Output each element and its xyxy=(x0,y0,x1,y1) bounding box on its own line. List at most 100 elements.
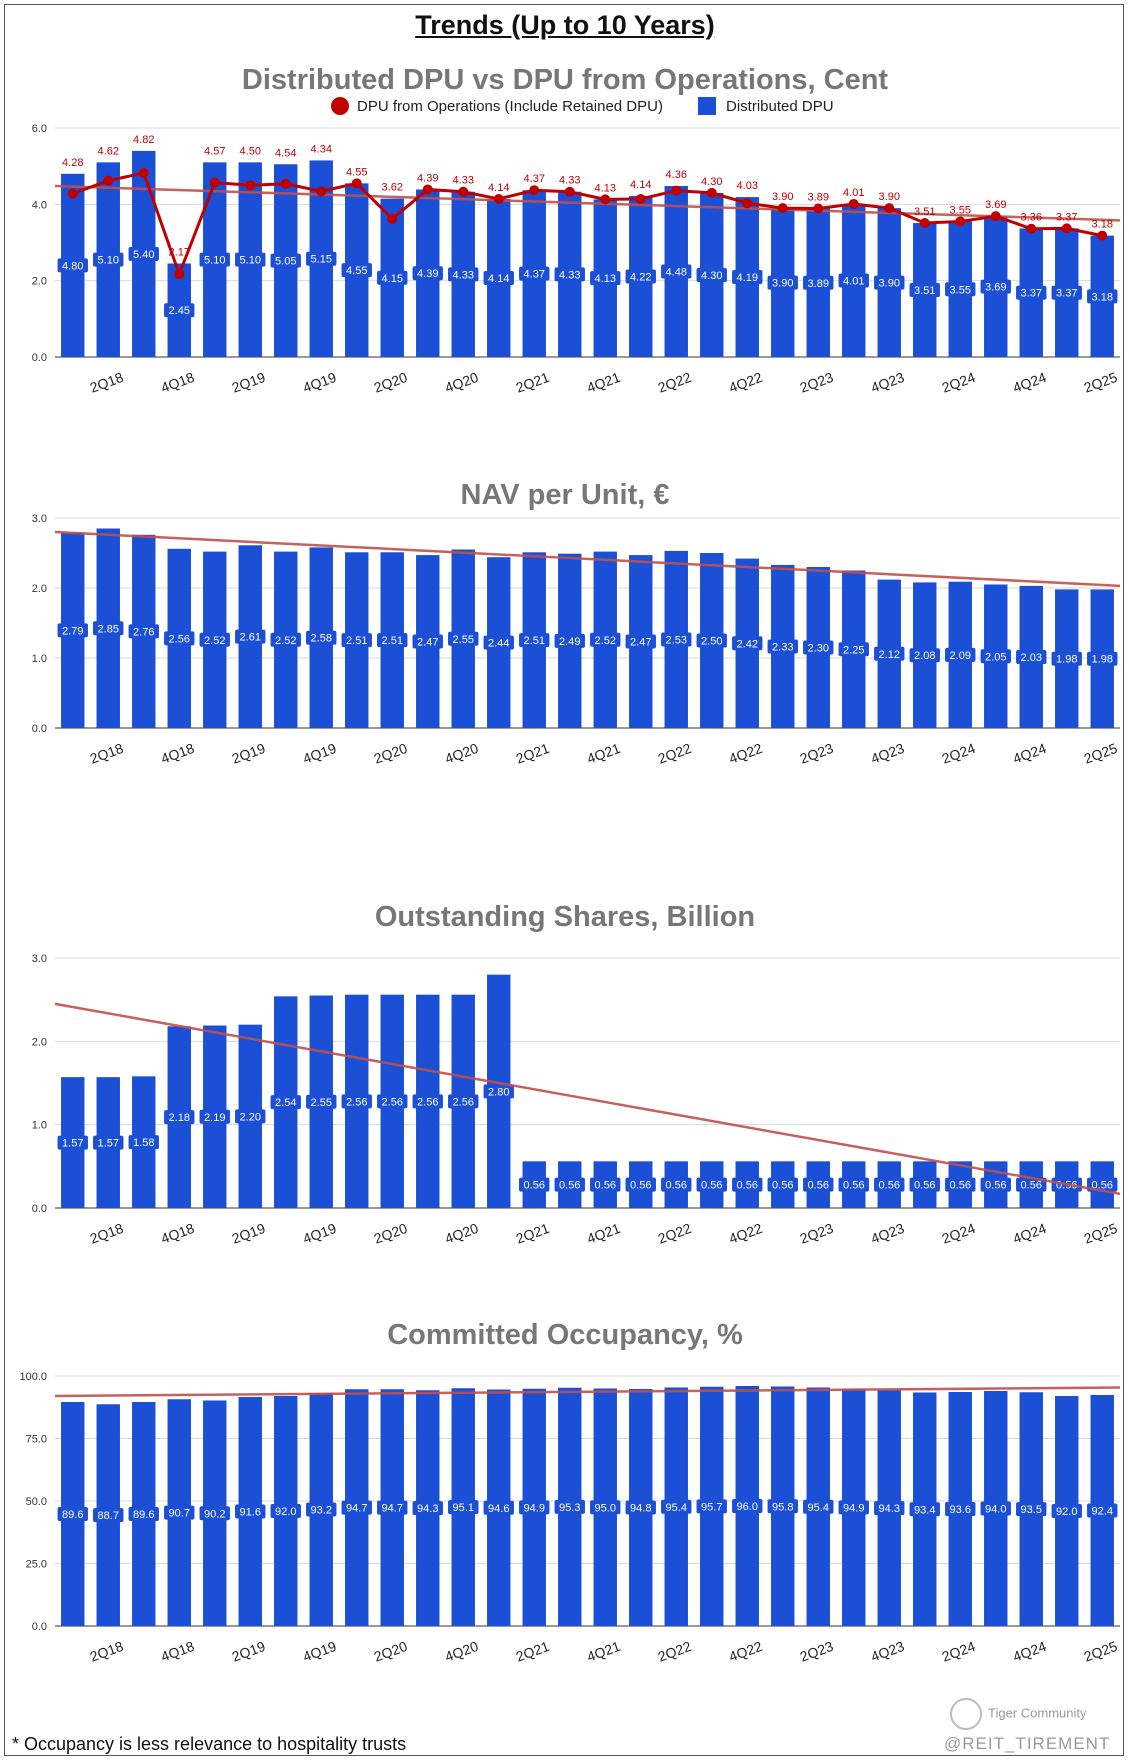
bar-value-label: 92.4 xyxy=(1092,1506,1113,1518)
y-tick-label: 3.0 xyxy=(32,953,47,965)
bar-label-bg xyxy=(1016,1502,1047,1517)
x-tick-label: 4Q19 xyxy=(301,369,339,396)
x-tick-label: 2Q19 xyxy=(230,369,268,396)
x-tick-label: 2Q20 xyxy=(372,1638,410,1665)
x-tick-label: 4Q21 xyxy=(585,369,623,396)
x-tick-label: 4Q19 xyxy=(301,740,339,767)
bar-label-bg xyxy=(270,253,301,268)
bar-value-label: 4.22 xyxy=(630,271,651,283)
bar-value-label: 93.6 xyxy=(950,1504,971,1516)
y-tick-label: 2.0 xyxy=(32,583,47,595)
line-point xyxy=(813,203,824,214)
line-value-label: 3.90 xyxy=(879,191,900,203)
y-tick-label: 0.0 xyxy=(32,1203,47,1215)
bar-label-bg xyxy=(590,1177,621,1192)
x-tick-label: 4Q22 xyxy=(727,1638,765,1665)
bar-label-bg xyxy=(838,273,869,288)
bar-label-bg xyxy=(980,279,1011,294)
x-tick-label: 4Q22 xyxy=(727,369,765,396)
bar-label-bg xyxy=(128,246,159,261)
bar-label-bg xyxy=(1051,651,1082,666)
x-tick-label: 2Q20 xyxy=(372,369,410,396)
bar-value-label: 1.98 xyxy=(1092,654,1113,666)
line-point xyxy=(67,188,78,199)
bar-label-bg xyxy=(1016,285,1047,300)
bar-label-bg xyxy=(696,1499,727,1514)
bar-label-bg xyxy=(483,1500,514,1515)
x-tick-label: 2Q22 xyxy=(656,369,694,396)
line-point xyxy=(458,186,469,197)
x-tick-label: 2Q21 xyxy=(514,1220,552,1247)
x-tick-label: 4Q18 xyxy=(159,1220,197,1247)
y-tick-label: 100.0 xyxy=(19,1371,47,1383)
bar-value-label: 5.10 xyxy=(204,255,225,267)
x-tick-label: 4Q23 xyxy=(869,1638,907,1665)
line-value-label: 4.39 xyxy=(417,172,438,184)
bar-label-bg xyxy=(838,642,869,657)
bar-value-label: 5.40 xyxy=(133,249,154,261)
chart-title: NAV per Unit, € xyxy=(461,480,670,511)
x-tick-label: 2Q23 xyxy=(798,740,836,767)
bar-label-bg xyxy=(377,1094,408,1109)
x-tick-label: 4Q24 xyxy=(1011,1220,1049,1247)
bar-label-bg xyxy=(909,1177,940,1192)
watermark-text: Tiger Community xyxy=(988,1705,1087,1721)
line-point xyxy=(884,203,895,214)
x-tick-label: 2Q25 xyxy=(1082,1638,1120,1665)
bar-label-bg xyxy=(448,1094,479,1109)
bar-value-label: 0.56 xyxy=(914,1180,935,1192)
bar-value-label: 94.7 xyxy=(382,1503,403,1515)
x-tick-label: 2Q20 xyxy=(372,1220,410,1247)
bar-label-bg xyxy=(625,1500,656,1515)
line-point xyxy=(990,211,1001,222)
bar-value-label: 2.54 xyxy=(275,1097,296,1109)
line-point xyxy=(1026,223,1037,234)
bar-label-bg xyxy=(803,1177,834,1192)
bar-value-label: 2.12 xyxy=(879,649,900,661)
x-tick-label: 4Q22 xyxy=(727,740,765,767)
bar-value-label: 2.56 xyxy=(453,1096,474,1108)
bar-label-bg xyxy=(270,1504,301,1518)
bar-label-bg xyxy=(696,267,727,282)
y-tick-label: 1.0 xyxy=(32,653,47,665)
bar-label-bg xyxy=(1087,1503,1118,1518)
bar-label-bg xyxy=(164,1110,195,1125)
bar-label-bg xyxy=(57,1135,88,1150)
x-tick-label: 4Q18 xyxy=(159,740,197,767)
x-tick-label: 4Q24 xyxy=(1011,740,1049,767)
bar-value-label: 93.2 xyxy=(311,1505,332,1517)
x-tick-label: 4Q20 xyxy=(443,1220,481,1247)
bar-value-label: 3.55 xyxy=(950,284,971,296)
occupancy-chart: Committed Occupancy, % 0.0 25.0 50.0 75.0 100… xyxy=(19,1319,1121,1665)
bar-value-label: 90.2 xyxy=(204,1508,225,1520)
bar-value-label: 2.61 xyxy=(240,632,261,644)
line-value-label: 3.36 xyxy=(1021,211,1042,223)
page-title: Trends (Up to 10 Years) xyxy=(415,10,715,40)
bar-label-bg xyxy=(945,282,976,297)
y-tick-label: 75.0 xyxy=(26,1434,47,1446)
bar-value-label: 90.7 xyxy=(169,1508,190,1520)
bar-value-label: 2.18 xyxy=(169,1112,190,1124)
bar-value-label: 0.56 xyxy=(879,1180,900,1192)
bar-label-bg xyxy=(625,1177,656,1192)
bar-value-label: 2.08 xyxy=(914,650,935,662)
bar-value-label: 2.42 xyxy=(737,638,758,650)
bar-value-label: 4.33 xyxy=(453,269,474,281)
x-tick-label: 2Q22 xyxy=(656,740,694,767)
x-tick-label: 2Q21 xyxy=(514,1638,552,1665)
x-tick-label: 2Q24 xyxy=(940,1638,978,1665)
bar-label-bg xyxy=(270,1095,301,1110)
line-value-label: 4.37 xyxy=(524,173,545,185)
line-point xyxy=(529,185,540,196)
bar-label-bg xyxy=(306,630,337,645)
trendline xyxy=(54,184,1121,222)
x-tick-label: 4Q23 xyxy=(869,1220,907,1247)
bar-label-bg xyxy=(412,1501,443,1516)
line-point xyxy=(1097,230,1108,241)
bar-label-bg xyxy=(554,267,585,282)
bar-value-label: 4.15 xyxy=(382,273,403,285)
bar-label-bg xyxy=(412,266,443,281)
bar-value-label: 3.90 xyxy=(772,278,793,290)
bar-value-label: 0.56 xyxy=(1021,1180,1042,1192)
bar-label-bg xyxy=(980,649,1011,664)
